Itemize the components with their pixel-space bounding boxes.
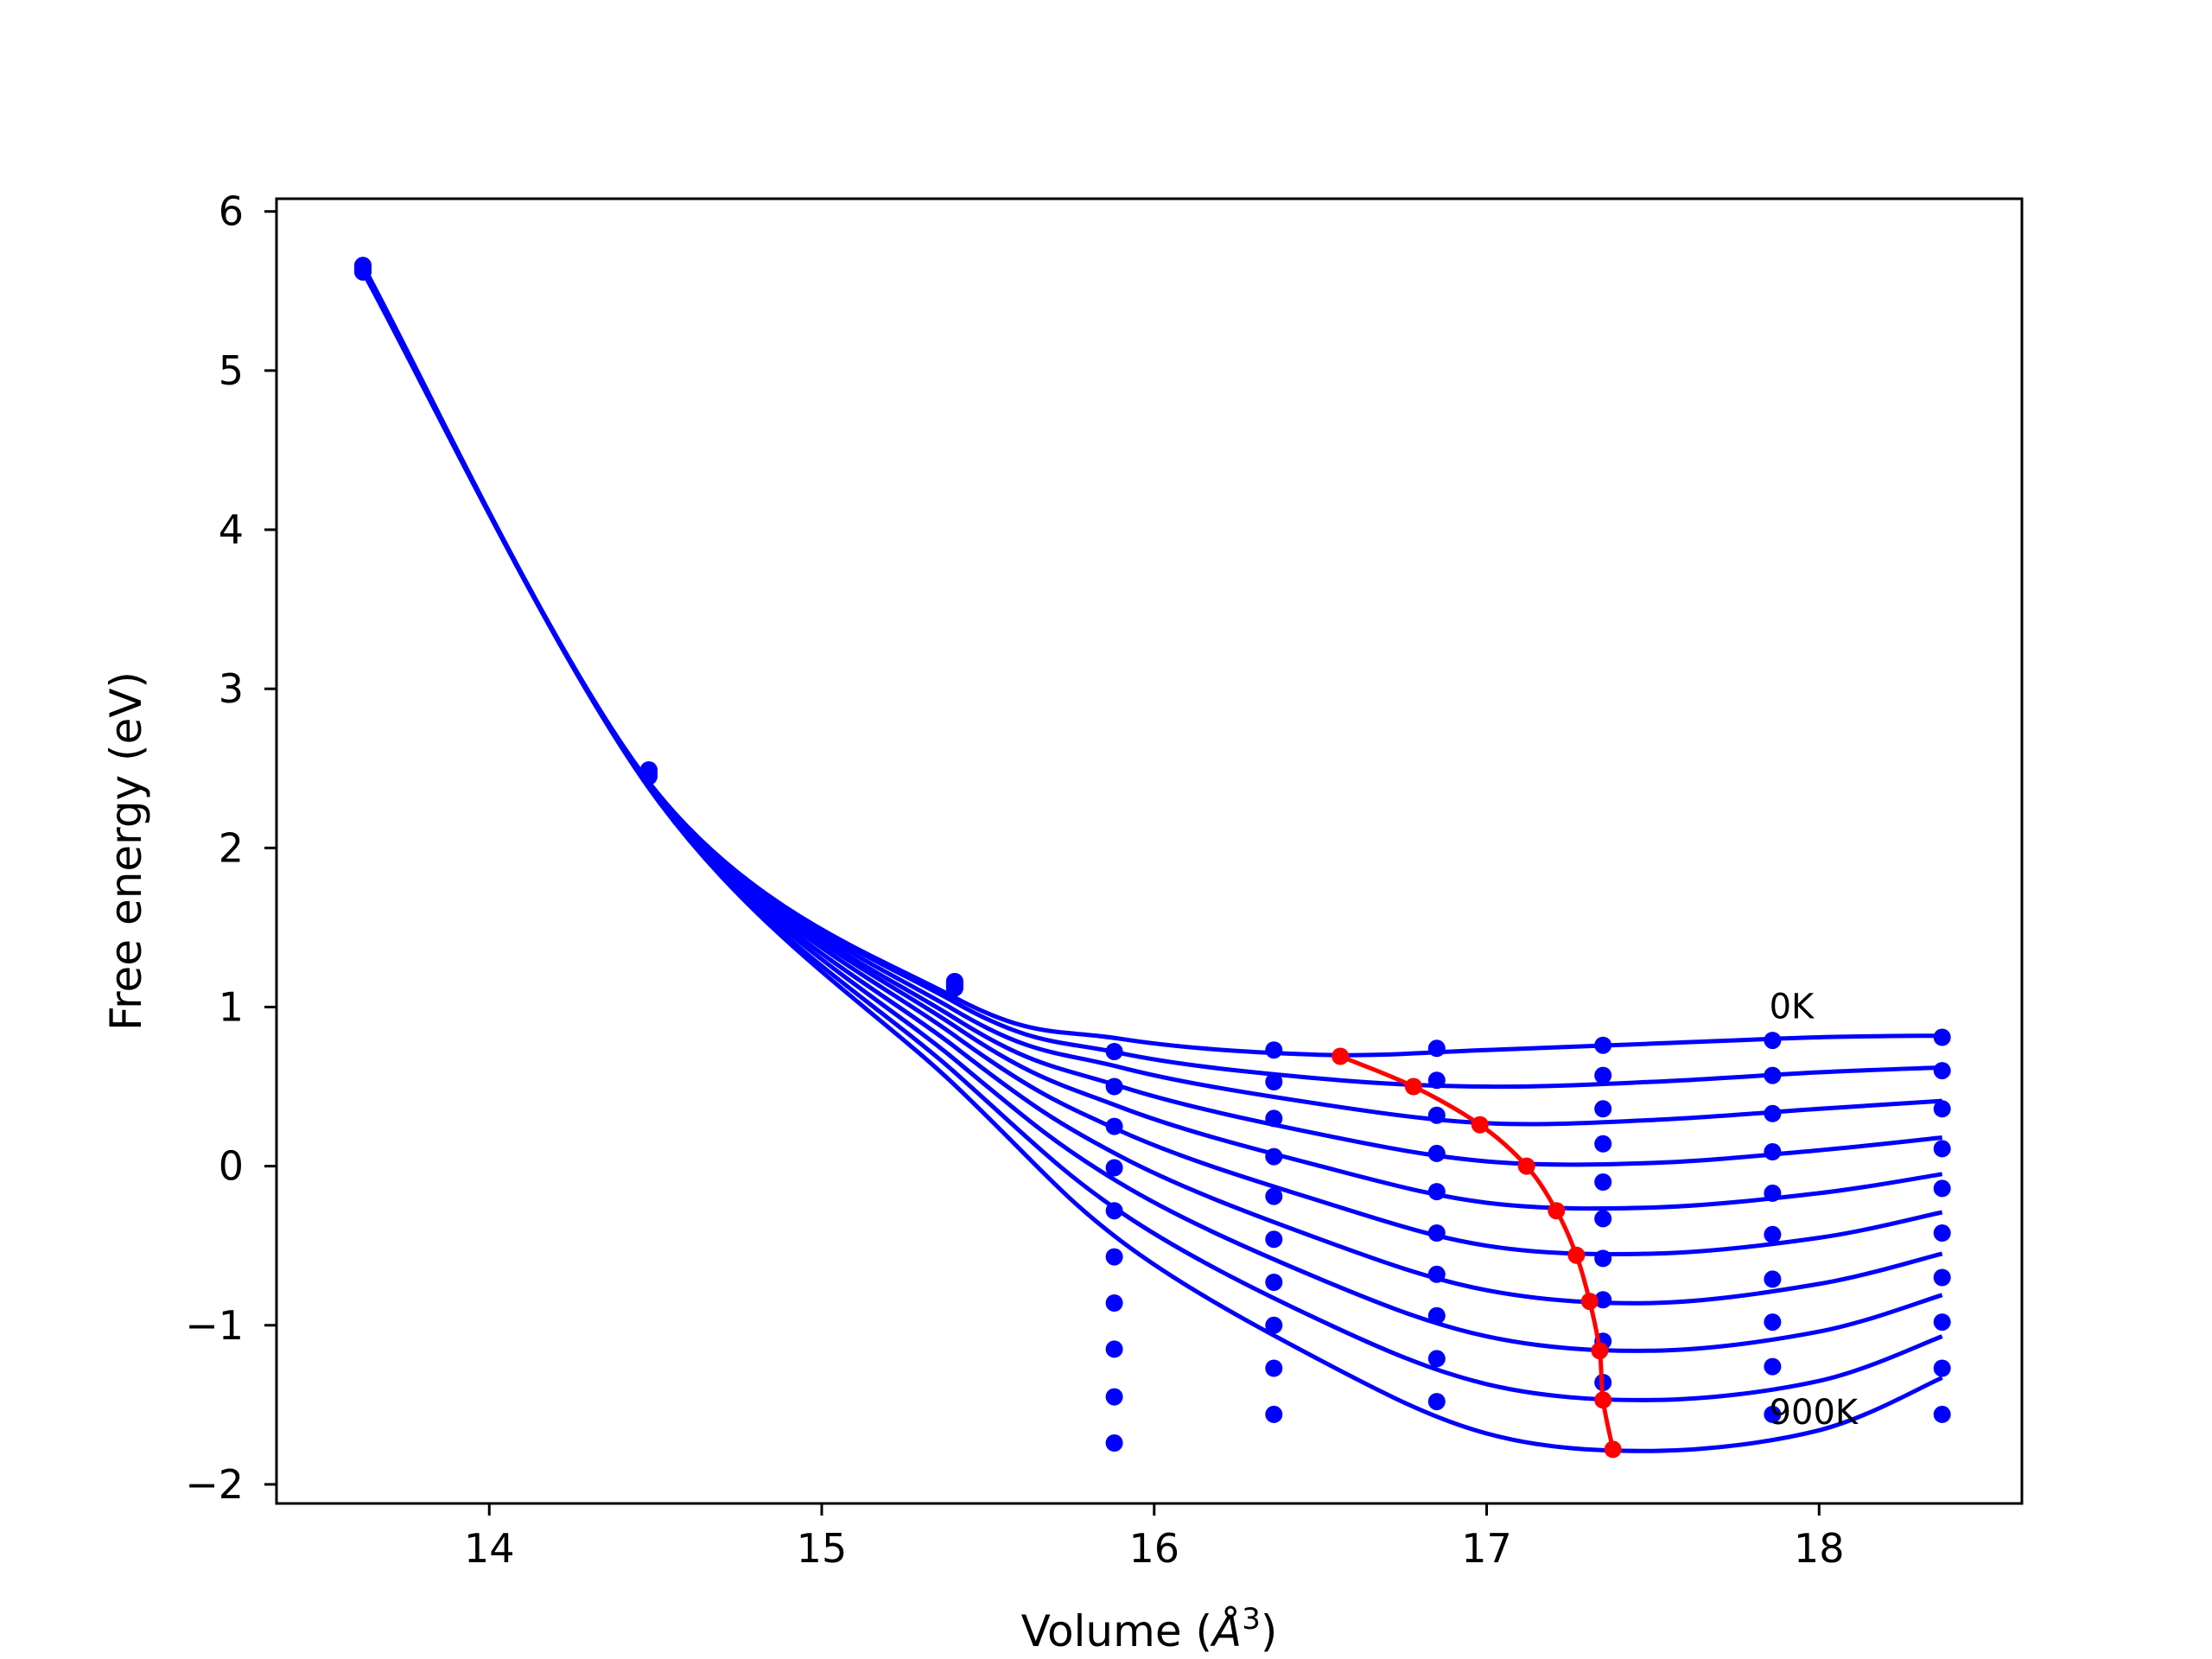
- data-point-0K: [1594, 1036, 1612, 1054]
- data-point-900K: [1933, 1405, 1951, 1423]
- minimum-point: [1471, 1116, 1489, 1134]
- data-point-400K: [1427, 1183, 1446, 1201]
- data-point-400K: [1594, 1173, 1612, 1191]
- data-point-200K: [1427, 1106, 1446, 1124]
- annotations: 0K 900K: [1770, 987, 1859, 1433]
- data-point-100K: [1933, 1062, 1951, 1080]
- x-axis-label: Volume (Å3): [1021, 1602, 1278, 1656]
- data-point-800K: [1933, 1359, 1951, 1377]
- y-tick-label: 5: [219, 347, 244, 394]
- data-point-900K: [1764, 1405, 1782, 1423]
- data-point-700K: [1265, 1316, 1283, 1334]
- minimum-point: [1404, 1077, 1422, 1096]
- data-point-400K: [1105, 1202, 1123, 1220]
- data-point-800K: [1105, 1388, 1123, 1406]
- data-point-300K: [1105, 1159, 1123, 1177]
- annotation-0K: 0K: [1770, 987, 1815, 1027]
- isotherm-fit-900K: [360, 270, 1943, 1453]
- data-point-500K: [1594, 1210, 1612, 1228]
- axes-frame: [275, 197, 2024, 1505]
- x-tick-label: 15: [797, 1525, 848, 1572]
- data-point-200K: [1933, 1100, 1951, 1118]
- data-point-700K: [1594, 1291, 1612, 1309]
- data-point-300K: [1427, 1144, 1446, 1162]
- data-point-600K: [1105, 1294, 1123, 1312]
- plot-area: [354, 257, 1951, 1459]
- data-point-500K: [1764, 1225, 1782, 1243]
- data-point-0K: [1933, 1028, 1951, 1046]
- data-point-800K: [1427, 1350, 1446, 1368]
- y-tick-label: −2: [185, 1461, 244, 1508]
- data-point-900K: [1265, 1405, 1283, 1423]
- data-point-900K: [354, 263, 372, 281]
- data-point-600K: [1933, 1268, 1951, 1287]
- data-point-100K: [1427, 1071, 1446, 1090]
- minimum-point: [1332, 1047, 1350, 1065]
- data-point-300K: [1764, 1143, 1782, 1160]
- data-point-200K: [1265, 1109, 1283, 1128]
- data-point-800K: [1764, 1357, 1782, 1376]
- data-point-100K: [1105, 1077, 1123, 1096]
- data-point-600K: [1427, 1265, 1446, 1283]
- y-tick-label: 0: [219, 1143, 244, 1190]
- data-point-100K: [1265, 1073, 1283, 1090]
- y-axis-label: Free energy (eV): [101, 671, 151, 1031]
- data-point-0K: [1105, 1043, 1123, 1060]
- y-tick-label: −1: [185, 1302, 244, 1349]
- data-point-400K: [1265, 1187, 1283, 1205]
- y-tick-label: 1: [219, 983, 244, 1030]
- data-point-200K: [1764, 1104, 1782, 1122]
- data-point-100K: [1594, 1066, 1612, 1084]
- data-point-300K: [1933, 1140, 1951, 1158]
- data-point-300K: [1265, 1147, 1283, 1166]
- data-point-900K: [1427, 1393, 1446, 1411]
- data-point-700K: [1105, 1340, 1123, 1358]
- data-point-900K: [945, 979, 963, 997]
- data-point-700K: [1764, 1313, 1782, 1332]
- data-point-300K: [1594, 1135, 1612, 1153]
- data-point-500K: [1265, 1230, 1283, 1249]
- data-point-400K: [1933, 1179, 1951, 1198]
- data-point-200K: [1594, 1100, 1612, 1118]
- data-point-900K: [1105, 1434, 1123, 1452]
- data-point-100K: [1764, 1066, 1782, 1084]
- data-point-600K: [1594, 1249, 1612, 1268]
- data-point-700K: [1933, 1313, 1951, 1332]
- minimum-curve: [1339, 1054, 1616, 1450]
- data-point-400K: [1764, 1184, 1782, 1202]
- minimum-point: [1517, 1157, 1535, 1175]
- minimum-point: [1580, 1293, 1599, 1311]
- data-point-500K: [1933, 1224, 1951, 1242]
- data-point-600K: [1764, 1270, 1782, 1288]
- axis-ticks: 14 15 16 17 18 −2 −1 0 1 2 3 4 5 6: [185, 188, 1844, 1572]
- data-point-900K: [639, 767, 658, 785]
- minimum-point: [1604, 1440, 1622, 1459]
- data-point-800K: [1265, 1359, 1283, 1377]
- data-point-500K: [1105, 1248, 1123, 1266]
- data-point-700K: [1427, 1306, 1446, 1325]
- data-point-0K: [1427, 1039, 1446, 1058]
- data-point-0K: [1764, 1032, 1782, 1050]
- minimum-point: [1548, 1202, 1566, 1220]
- y-tick-label: 4: [219, 506, 244, 553]
- x-tick-label: 14: [464, 1525, 515, 1572]
- minimum-point: [1567, 1246, 1586, 1264]
- x-tick-label: 17: [1461, 1525, 1512, 1572]
- annotation-900K: 900K: [1770, 1393, 1859, 1433]
- x-tick-label: 18: [1794, 1525, 1845, 1572]
- x-tick-label: 16: [1128, 1525, 1179, 1572]
- data-point-200K: [1105, 1117, 1123, 1135]
- minimum-point: [1591, 1342, 1609, 1360]
- minimum-point: [1594, 1391, 1612, 1409]
- y-tick-label: 3: [219, 665, 244, 712]
- y-tick-label: 2: [219, 824, 244, 871]
- data-point-600K: [1265, 1274, 1283, 1291]
- y-tick-label: 6: [219, 188, 244, 235]
- data-point-0K: [1265, 1041, 1283, 1059]
- data-point-500K: [1427, 1224, 1446, 1242]
